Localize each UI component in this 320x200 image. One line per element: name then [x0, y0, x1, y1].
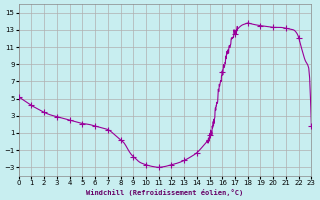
X-axis label: Windchill (Refroidissement éolien,°C): Windchill (Refroidissement éolien,°C)	[86, 189, 244, 196]
